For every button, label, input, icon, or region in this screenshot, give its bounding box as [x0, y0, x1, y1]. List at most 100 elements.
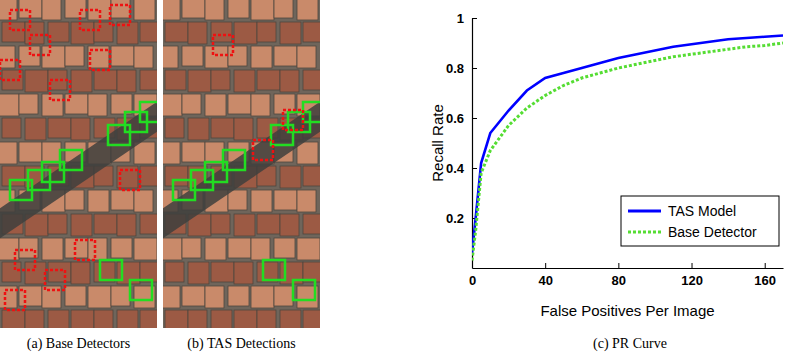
tick: 120	[681, 263, 703, 288]
roof	[42, 0, 61, 20]
roof	[0, 142, 17, 164]
roof	[163, 142, 180, 164]
roof	[19, 94, 38, 114]
street	[0, 95, 157, 245]
roof	[280, 214, 299, 236]
roof	[188, 118, 209, 140]
roof	[188, 70, 211, 92]
detection-box	[130, 280, 152, 300]
y-axis: 0.20.40.60.81	[446, 11, 477, 269]
detection-box	[223, 150, 245, 170]
roof	[188, 22, 207, 44]
roof	[0, 286, 17, 308]
roof	[88, 94, 107, 116]
roof	[111, 286, 130, 306]
roof	[274, 238, 295, 258]
tick-mark	[692, 263, 693, 268]
tick-mark	[472, 118, 477, 119]
roof	[2, 22, 25, 42]
roof	[211, 310, 232, 328]
roof	[280, 166, 301, 188]
tick-mark	[545, 263, 546, 268]
tick-label: 120	[681, 273, 703, 288]
detection-box	[108, 125, 130, 145]
aerial-image	[0, 0, 157, 328]
roof	[280, 22, 301, 44]
roof	[71, 70, 92, 92]
false-detection-box	[15, 250, 35, 270]
roof	[94, 214, 117, 234]
tick: 1	[457, 11, 477, 26]
roof	[140, 22, 157, 42]
tick: 80	[612, 263, 626, 288]
roof	[134, 142, 155, 164]
tick: 0.8	[446, 61, 477, 76]
roof	[228, 286, 249, 306]
roof	[211, 118, 234, 138]
roof	[297, 46, 316, 68]
roof	[297, 142, 318, 164]
roof	[228, 0, 249, 18]
roof	[257, 70, 280, 90]
roof	[48, 22, 69, 42]
tick-label: 0.6	[446, 111, 464, 126]
roof	[65, 190, 84, 210]
caption: (a) Base Detectors	[27, 336, 130, 352]
detection-box	[293, 280, 315, 300]
roof	[94, 310, 113, 328]
roof	[140, 166, 157, 186]
roof	[234, 262, 253, 284]
series-line	[472, 36, 783, 254]
tick-mark	[765, 263, 766, 268]
tick: 0.4	[446, 161, 477, 176]
roof	[2, 262, 21, 282]
roof	[228, 238, 251, 258]
roof	[71, 214, 92, 236]
plot-area	[472, 36, 783, 261]
roof	[140, 214, 157, 234]
roof	[205, 0, 224, 20]
figure: (a) Base Detectors(b) TAS Detections0408…	[0, 0, 799, 356]
roof	[111, 238, 132, 258]
roof	[165, 70, 186, 90]
legend: TAS Model Base Detector	[621, 196, 779, 246]
roof	[25, 22, 44, 44]
roof	[205, 94, 226, 116]
false-detection-box	[120, 170, 140, 190]
roof	[182, 142, 205, 162]
roof	[280, 310, 301, 328]
roof	[42, 238, 63, 260]
false-detection-box	[10, 10, 30, 30]
roof	[274, 286, 293, 306]
roof	[303, 22, 320, 42]
detection-box	[28, 170, 50, 190]
roof	[234, 214, 255, 236]
roof	[251, 94, 270, 116]
x-axis-title: False Positives Per Image	[540, 302, 714, 319]
detection-box	[100, 260, 122, 280]
roof	[25, 70, 48, 92]
detection-box	[60, 150, 82, 170]
roof	[297, 238, 320, 260]
roof	[19, 142, 42, 162]
roof	[88, 286, 111, 308]
roof	[71, 118, 90, 140]
legend-swatch	[628, 210, 661, 213]
roof	[48, 214, 67, 234]
legend-label: Base Detector	[668, 224, 757, 240]
false-detection-box	[5, 290, 25, 310]
false-detection-box	[110, 5, 130, 25]
roof	[163, 286, 180, 308]
tick: 0.6	[446, 111, 477, 126]
legend-label: TAS Model	[668, 203, 736, 219]
false-detection-box	[45, 270, 65, 290]
roof	[251, 46, 272, 68]
roof	[0, 0, 17, 20]
tick-mark	[472, 68, 477, 69]
roof	[234, 118, 253, 140]
roof	[188, 310, 207, 328]
roof	[211, 262, 234, 282]
roof	[25, 310, 44, 328]
tick-label: 160	[754, 273, 776, 288]
tick-label: 40	[538, 273, 552, 288]
